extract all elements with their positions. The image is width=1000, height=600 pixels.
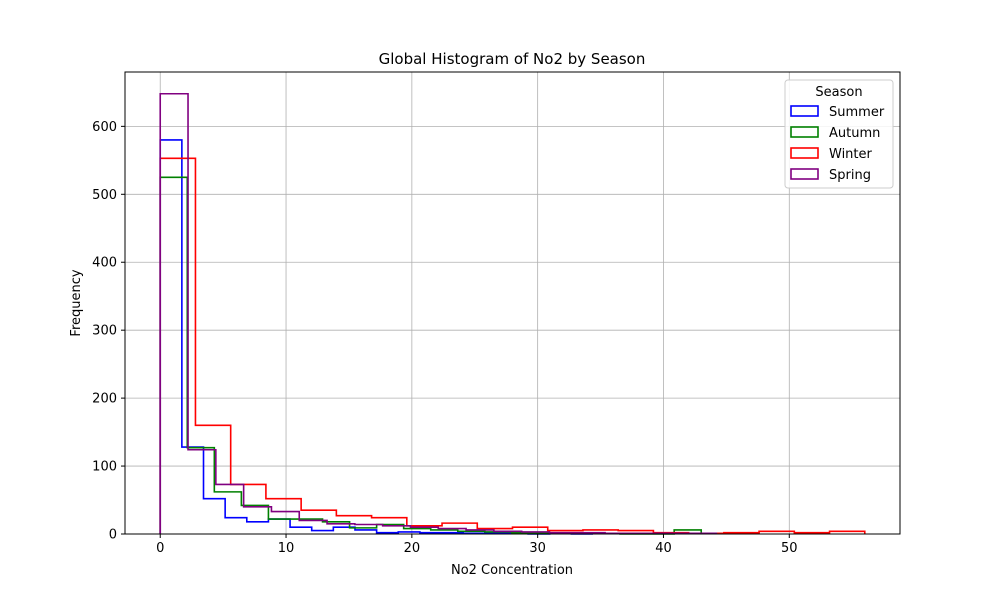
y-tick-label: 200 [92, 392, 117, 407]
series-spring-bin [160, 94, 188, 534]
x-axis-label: No2 Concentration [451, 563, 573, 578]
series-spring-bin [244, 507, 272, 534]
legend-item-autumn: Autumn [790, 126, 880, 141]
x-tick-label: 0 [156, 541, 164, 556]
legend-box [784, 79, 894, 189]
legend-swatch-spring [790, 168, 819, 180]
legend-swatch-summer [790, 105, 819, 117]
legend-item-spring: Spring [790, 168, 871, 183]
y-axis-label: Frequency [69, 269, 84, 336]
chart-title: Global Histogram of No2 by Season [379, 50, 646, 68]
y-tick-label: 0 [109, 528, 117, 543]
x-tick-label: 40 [655, 541, 672, 556]
series-spring-bin [271, 512, 299, 534]
legend-title: Season [815, 85, 862, 100]
series-spring-bin [466, 530, 494, 534]
series-spring [159, 92, 718, 535]
x-tick-label: 10 [278, 541, 295, 556]
x-tick-label: 50 [781, 541, 798, 556]
series-spring-bin [410, 527, 438, 534]
legend-label-autumn: Autumn [829, 126, 880, 141]
legend-swatch-autumn [790, 126, 819, 138]
series-spring-bin [327, 524, 355, 534]
legend-item-winter: Winter [790, 147, 873, 162]
y-tick-label: 500 [92, 188, 117, 203]
legend-label-spring: Spring [829, 168, 871, 183]
legend-swatch-winter [790, 147, 819, 159]
series-group [159, 92, 866, 535]
x-tick-label: 20 [404, 541, 421, 556]
x-ticks: 0 10 20 30 40 50 [156, 534, 798, 556]
series-spring-bin [299, 520, 327, 534]
legend-label-summer: Summer [829, 105, 885, 120]
y-tick-label: 300 [92, 324, 117, 339]
y-tick-label: 400 [92, 256, 117, 271]
y-tick-label: 100 [92, 460, 117, 475]
series-spring-bin [438, 529, 466, 534]
series-spring-bin [383, 526, 411, 534]
legend-item-summer: Summer [790, 105, 885, 120]
series-spring-step-line [159, 92, 718, 535]
x-tick-label: 30 [529, 541, 546, 556]
y-ticks: 0 100 200 300 400 500 600 [92, 120, 125, 543]
legend-items: Summer Autumn Winter Spring [790, 105, 885, 183]
series-spring-bin [188, 450, 216, 534]
y-tick-label: 600 [92, 120, 117, 135]
series-winter [159, 157, 866, 535]
plot-frame [124, 71, 901, 535]
legend: Season Summer Autumn Winter Spring [784, 79, 894, 189]
series-spring-bin [355, 524, 383, 534]
legend-label-winter: Winter [829, 147, 873, 162]
series-spring-bin [216, 484, 244, 534]
series-winter-step-line [159, 157, 866, 535]
